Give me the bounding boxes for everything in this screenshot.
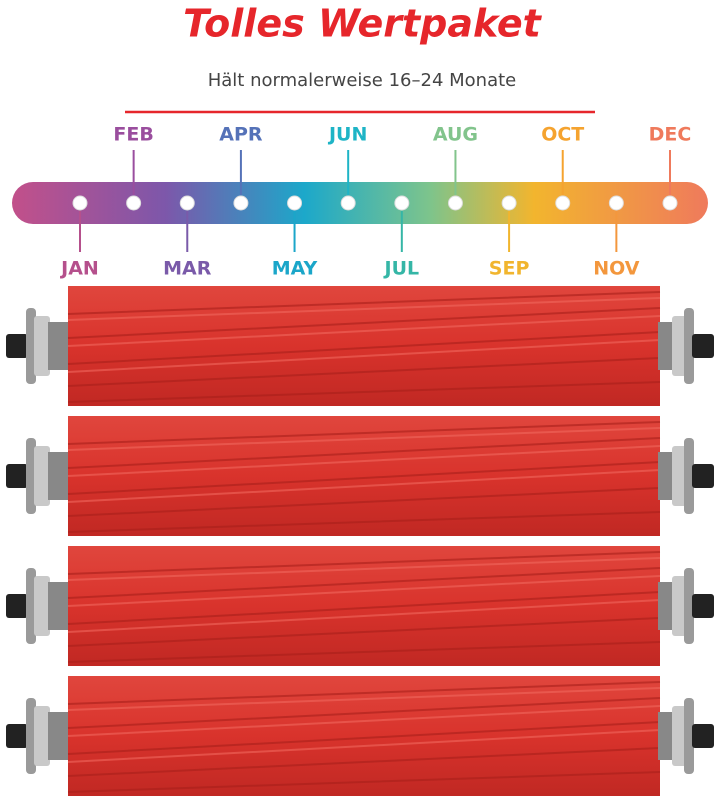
brush-roller (5, 415, 715, 537)
title: Tolles Wertpaket (183, 2, 542, 46)
month-dot (394, 195, 410, 211)
month-label: JUN (327, 124, 367, 146)
month-label: DEC (649, 124, 692, 146)
timeline: JAN FEB MAR APR MAY JUN JUL AUG SEP OCT NOV DEC (59, 124, 691, 280)
month-dot (608, 195, 624, 211)
subtitle: Hält normalerweise 16–24 Monate (208, 70, 517, 91)
month-label: SEP (489, 258, 530, 280)
month-label: JUL (383, 258, 420, 280)
month-label: AUG (433, 124, 478, 146)
month-label: NOV (593, 258, 640, 280)
month-label: MAY (272, 258, 318, 280)
month-dot (501, 195, 517, 211)
month-dot (662, 195, 678, 211)
month-dot (72, 195, 88, 211)
brush-roller (5, 545, 715, 667)
month-label: OCT (541, 124, 584, 146)
month-dot (340, 195, 356, 211)
month-dot (447, 195, 463, 211)
month-label: APR (219, 124, 263, 146)
month-dot (555, 195, 571, 211)
timeline-bar (12, 182, 708, 224)
month-label: MAR (163, 258, 212, 280)
month-dot (233, 195, 249, 211)
brush-roller (5, 675, 715, 797)
month-label: FEB (113, 124, 153, 146)
month-dot (126, 195, 142, 211)
month-dot (179, 195, 195, 211)
month-label: JAN (59, 258, 99, 280)
brush-roller (5, 285, 715, 407)
month-dot (287, 195, 303, 211)
